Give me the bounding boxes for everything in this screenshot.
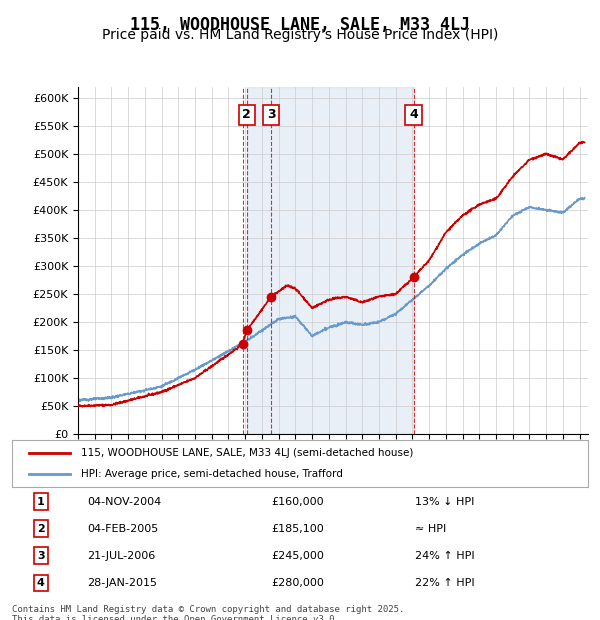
Text: £280,000: £280,000 (271, 578, 324, 588)
Text: 3: 3 (37, 551, 44, 561)
Text: 28-JAN-2015: 28-JAN-2015 (87, 578, 157, 588)
Text: ≈ HPI: ≈ HPI (415, 524, 446, 534)
Text: 21-JUL-2006: 21-JUL-2006 (87, 551, 155, 561)
Text: Contains HM Land Registry data © Crown copyright and database right 2025.
This d: Contains HM Land Registry data © Crown c… (12, 604, 404, 620)
Text: HPI: Average price, semi-detached house, Trafford: HPI: Average price, semi-detached house,… (81, 469, 343, 479)
Text: 115, WOODHOUSE LANE, SALE, M33 4LJ: 115, WOODHOUSE LANE, SALE, M33 4LJ (130, 16, 470, 33)
Text: Price paid vs. HM Land Registry's House Price Index (HPI): Price paid vs. HM Land Registry's House … (102, 28, 498, 42)
Text: 3: 3 (267, 108, 275, 122)
Text: 13% ↓ HPI: 13% ↓ HPI (415, 497, 475, 507)
Text: 04-FEB-2005: 04-FEB-2005 (87, 524, 158, 534)
Text: £245,000: £245,000 (271, 551, 324, 561)
Text: 2: 2 (37, 524, 44, 534)
Text: 24% ↑ HPI: 24% ↑ HPI (415, 551, 475, 561)
Text: £185,100: £185,100 (271, 524, 324, 534)
Text: 115, WOODHOUSE LANE, SALE, M33 4LJ (semi-detached house): 115, WOODHOUSE LANE, SALE, M33 4LJ (semi… (81, 448, 413, 458)
Text: 22% ↑ HPI: 22% ↑ HPI (415, 578, 475, 588)
Bar (247, 87, 413, 434)
Text: 04-NOV-2004: 04-NOV-2004 (87, 497, 161, 507)
Text: 1: 1 (37, 497, 44, 507)
Text: 4: 4 (37, 578, 45, 588)
Text: 4: 4 (409, 108, 418, 122)
Text: 2: 2 (242, 108, 251, 122)
Text: £160,000: £160,000 (271, 497, 324, 507)
